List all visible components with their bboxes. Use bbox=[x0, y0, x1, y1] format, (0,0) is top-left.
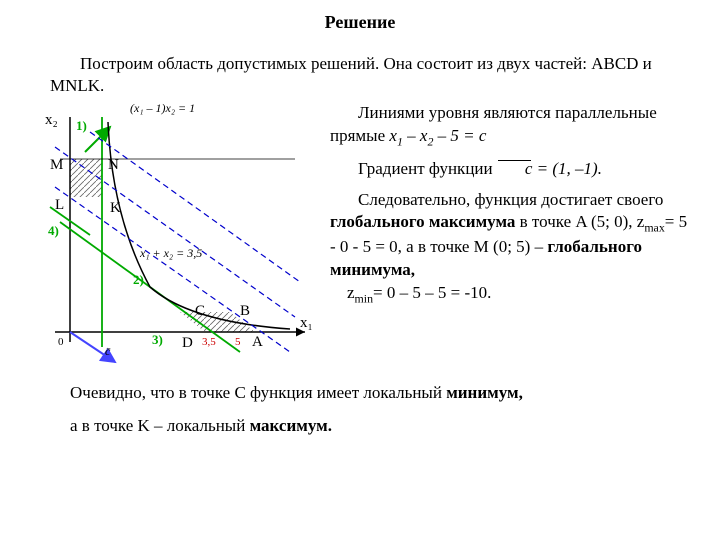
right-column: Линиями уровня являются параллельные пря… bbox=[320, 97, 690, 377]
point-N: N bbox=[108, 157, 119, 173]
local-min-para: Очевидно, что в точке C функция имеет ло… bbox=[40, 382, 680, 405]
label-3: 3) bbox=[152, 332, 163, 347]
intro-text: Построим область допустимых решений. Она… bbox=[0, 33, 720, 97]
eq-grad: c = (1, –1). bbox=[497, 159, 602, 178]
origin-0: 0 bbox=[58, 336, 64, 348]
solution-figure: x₂ x₁ c̄ 1) bbox=[30, 97, 320, 377]
para-levels: Линиями уровня являются параллельные пря… bbox=[330, 102, 690, 149]
local-max-para: а в точке K – локальный максимум. bbox=[40, 415, 680, 438]
label-1: 1) bbox=[76, 118, 87, 133]
para-gradient: Градиент функции c = (1, –1). bbox=[330, 158, 690, 181]
c-bar-label: c̄ bbox=[105, 344, 111, 358]
point-D: D bbox=[182, 335, 193, 351]
point-M: M bbox=[50, 157, 63, 173]
eq-top: (x₁ – 1)x₂ = 1 bbox=[130, 101, 195, 115]
eq-mid: x₁ + x₂ = 3,5 bbox=[139, 246, 202, 260]
tick-35: 3,5 bbox=[202, 336, 216, 348]
eq-level: x1 – x2 – 5 = c bbox=[389, 126, 486, 145]
bottom-text: Очевидно, что в точке C функция имеет ло… bbox=[0, 377, 720, 438]
content-row: x₂ x₁ c̄ 1) bbox=[0, 97, 720, 377]
x-axis-label: x₁ bbox=[300, 315, 313, 331]
point-A: A bbox=[252, 334, 263, 350]
label-4: 4) bbox=[48, 223, 59, 238]
label-2: 2) bbox=[133, 272, 144, 287]
tick-5: 5 bbox=[235, 336, 241, 348]
para-conclusion: Следовательно, функция достигает своего … bbox=[330, 189, 690, 307]
y-axis-label: x₂ bbox=[45, 112, 58, 128]
point-L: L bbox=[55, 197, 64, 213]
point-B: B bbox=[240, 303, 250, 319]
page-title: Решение bbox=[0, 0, 720, 33]
point-K: K bbox=[110, 200, 121, 216]
point-C: C bbox=[195, 303, 205, 319]
figure-wrap: x₂ x₁ c̄ 1) bbox=[30, 97, 320, 377]
